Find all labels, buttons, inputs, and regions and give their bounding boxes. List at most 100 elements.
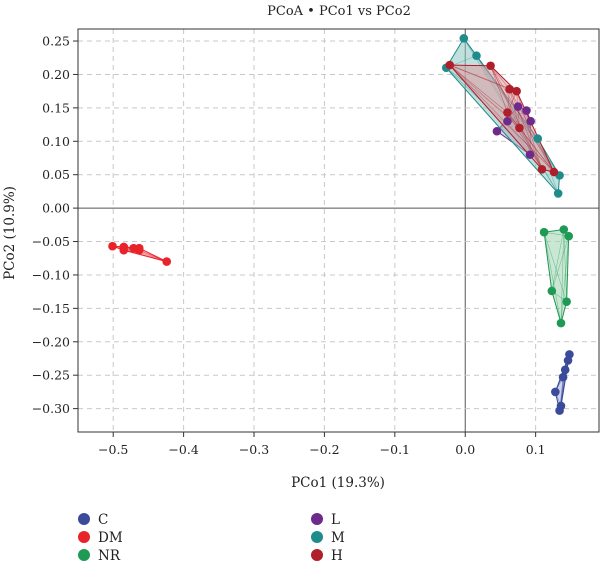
point-m [553,189,563,198]
data-points [108,34,574,415]
point-nr [547,286,557,296]
y-tick-label: −0.10 [32,267,70,282]
link-h [490,65,510,90]
point-dm [108,241,117,251]
y-tick-label: 0.05 [42,167,70,182]
point-nr [556,318,566,328]
point-h [537,165,547,174]
point-l [513,102,523,111]
link-h [507,112,543,170]
link-nr [560,229,565,324]
y-tick-label: 0.15 [42,100,70,115]
link-h [449,64,517,92]
link-h [449,64,508,113]
point-nr [539,227,549,237]
link-nr [543,232,553,292]
point-dm [162,257,172,266]
link-h [516,91,555,173]
y-ticks: 0.25 0.20 0.15 0.10 0.05 0.00 −0.05 −0.10 −0.15 −… [32,34,78,416]
x-axis-label: PCo1 (19.3%) [291,475,385,491]
x-tick-label: −0.4 [168,442,198,457]
x-tick-label: 0.1 [526,442,546,457]
point-dm [134,245,144,255]
link-dm [139,249,167,262]
y-tick-label: 0.20 [42,67,70,82]
point-m [472,51,481,61]
legend-marker-c [78,513,90,525]
link-nr [543,232,567,302]
point-h [515,123,524,133]
point-l [522,106,531,115]
link-nr [560,236,570,324]
y-tick-label: −0.25 [32,368,70,383]
y-tick-label: 0.00 [42,201,70,216]
point-c [563,356,573,365]
point-l [503,116,512,126]
link-h [490,65,508,113]
point-m [533,134,543,143]
group-hulls [112,37,570,413]
point-nr [562,297,571,306]
x-tick-label: −0.2 [309,442,339,457]
x-tick-label: −0.1 [380,442,410,457]
point-c [560,365,570,375]
link-dm [139,247,167,262]
point-l [492,126,502,136]
link-nr [563,229,567,302]
legend-label-nr: NR [98,548,121,564]
link-h [519,127,555,173]
x-tick-label: 0.0 [455,442,475,457]
link-h [449,64,543,170]
point-h [445,60,455,70]
point-c [558,372,568,382]
point-nr [564,231,574,241]
link-nr [551,236,570,292]
legend-marker-m [311,531,323,543]
y-tick-label: 0.10 [42,134,70,149]
x-tick-label: −0.5 [98,442,128,457]
point-c [555,406,564,415]
point-h [486,61,495,71]
point-h [512,86,521,96]
point-h [503,108,512,117]
link-h [449,64,491,67]
grid-lines [78,29,599,432]
legend-label-dm: DM [98,530,123,546]
y-axis-label: PCo2 (10.9%) [2,186,18,280]
legend: C DM NR LMH [78,512,345,564]
link-nr [543,232,562,324]
legend-label-h: H [331,548,343,564]
legend-label-l: L [331,512,340,528]
y-tick-label: 0.25 [42,34,70,49]
legend-marker-nr [78,549,90,561]
point-m [459,34,469,43]
legend-marker-h [311,549,323,561]
point-l [526,116,536,126]
link-h [509,89,543,170]
point-l [525,150,535,159]
legend-marker-dm [78,531,90,543]
link-nr [566,236,570,302]
point-h [549,167,559,177]
point-h [505,84,514,94]
chart-title: PCoA • PCo1 vs PCo2 [267,4,411,19]
link-dm [123,249,167,262]
y-tick-label: −0.15 [32,301,70,316]
link-h [490,65,555,173]
link-nr [551,229,565,292]
y-tick-label: −0.20 [32,334,70,349]
legend-label-c: C [98,512,108,528]
link-h [519,127,543,170]
y-tick-label: −0.30 [32,401,70,416]
point-c [551,387,560,397]
point-nr [559,225,569,234]
link-nr [551,290,562,324]
link-h [449,64,555,173]
point-dm [119,245,129,255]
x-tick-label: −0.3 [239,442,269,457]
legend-label-m: M [331,530,345,546]
legend-marker-l [311,513,323,525]
plot-frame [77,28,600,433]
x-ticks: −0.5 −0.4 −0.3 −0.2 −0.1 0.0 0.1 [98,432,546,457]
